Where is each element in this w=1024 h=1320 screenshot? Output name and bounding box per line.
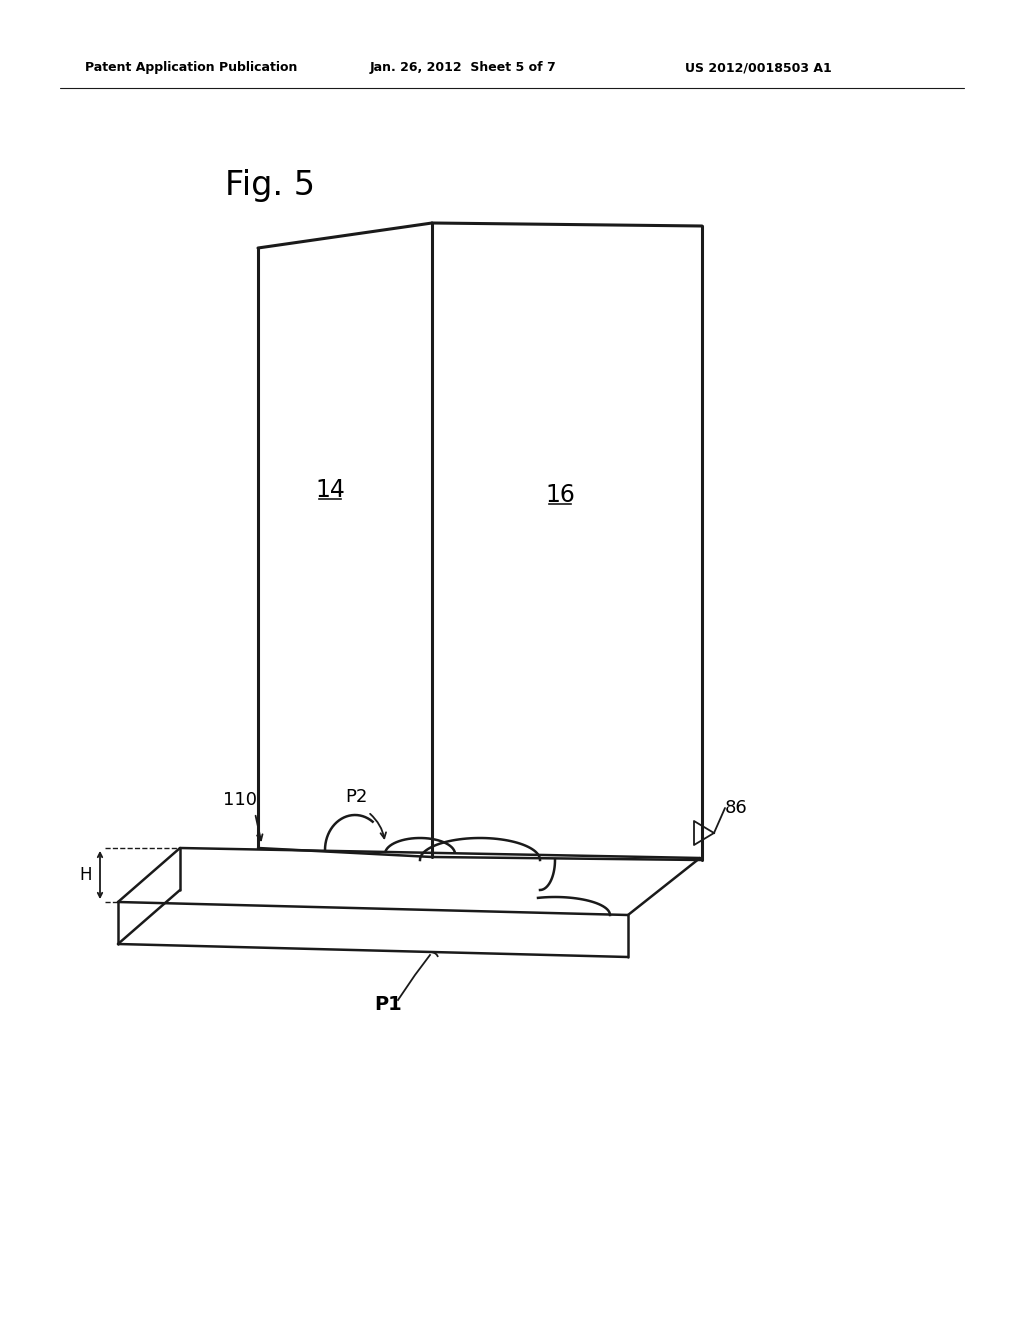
Text: Patent Application Publication: Patent Application Publication (85, 62, 297, 74)
Text: P1: P1 (374, 995, 401, 1015)
Text: 110: 110 (223, 791, 257, 809)
Text: 86: 86 (725, 799, 748, 817)
Text: 16: 16 (545, 483, 574, 507)
Text: US 2012/0018503 A1: US 2012/0018503 A1 (685, 62, 831, 74)
Text: 14: 14 (315, 478, 345, 502)
Text: P2: P2 (345, 788, 368, 807)
Text: Jan. 26, 2012  Sheet 5 of 7: Jan. 26, 2012 Sheet 5 of 7 (370, 62, 557, 74)
Text: Fig. 5: Fig. 5 (225, 169, 315, 202)
Text: H: H (80, 866, 92, 884)
